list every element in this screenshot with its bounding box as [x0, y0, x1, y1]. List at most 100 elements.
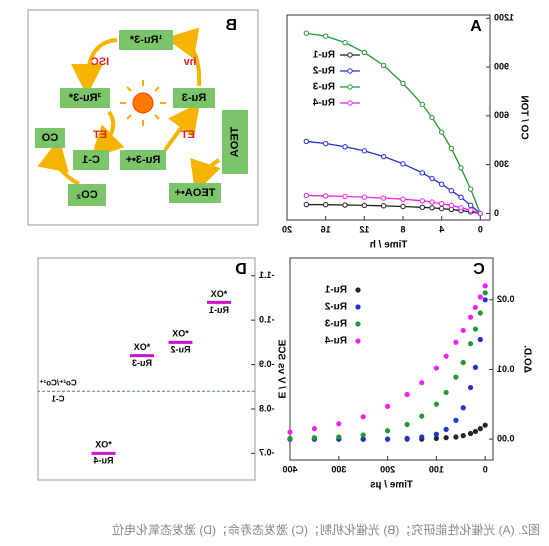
point [458, 194, 464, 200]
point [453, 417, 459, 423]
node-label: Ru-3•+ [126, 154, 161, 166]
point [342, 39, 348, 46]
point [384, 403, 391, 409]
point [472, 364, 479, 370]
point [380, 62, 387, 69]
point [477, 426, 483, 432]
point [467, 202, 474, 209]
y-axis-label: CO / TON [518, 95, 529, 139]
node-label: TEOA•+ [175, 187, 216, 199]
legend-marker [347, 100, 353, 106]
node-box [173, 88, 215, 108]
point [380, 195, 387, 201]
point [467, 430, 474, 437]
plot-frame [37, 257, 256, 481]
point [361, 202, 368, 209]
point [429, 114, 435, 121]
x-tick-label: 400 [282, 464, 297, 474]
legend-marker [355, 304, 361, 310]
point [438, 129, 445, 135]
point [360, 432, 366, 438]
point [460, 327, 466, 334]
point [400, 196, 406, 202]
point [322, 140, 329, 147]
point [438, 181, 445, 187]
point [311, 435, 317, 441]
node-label: C-1 [82, 154, 100, 166]
point [467, 384, 474, 391]
node-box [73, 150, 109, 170]
point [448, 188, 455, 194]
point [404, 391, 410, 398]
node-box [169, 183, 221, 203]
point [419, 380, 425, 386]
point [443, 389, 449, 396]
point [342, 144, 348, 150]
point [361, 148, 368, 154]
point [429, 199, 435, 205]
point [482, 283, 488, 289]
node-box [60, 88, 110, 108]
point [460, 359, 466, 366]
legend-label: Ru-4 [312, 98, 335, 109]
reference-label: Co²⁺/Co¹⁺ [39, 378, 76, 387]
legend-label: Ru-3 [324, 319, 347, 330]
point [429, 205, 435, 211]
point [467, 207, 474, 213]
legend-label: Ru-3 [312, 82, 335, 93]
point [336, 434, 342, 440]
panel-label: D [235, 261, 247, 278]
level-label: *OX [95, 440, 112, 450]
series-line [306, 140, 481, 214]
point [453, 339, 459, 345]
y-axis-label: ΔO.D. [521, 345, 532, 373]
level-label: *OX [172, 329, 189, 339]
panel-label: B [225, 17, 237, 34]
x-tick-label: 200 [380, 464, 395, 474]
legend-marker [347, 52, 353, 58]
level-label: *OX [134, 342, 151, 352]
node-label: CO₂ [76, 189, 98, 201]
point [460, 433, 466, 439]
point [477, 310, 483, 316]
point [400, 203, 406, 210]
node-label: TEOA [229, 127, 241, 158]
edge-label: ET [93, 129, 107, 141]
point [419, 101, 426, 108]
point [419, 198, 426, 204]
point [438, 201, 445, 207]
point [433, 431, 439, 437]
level-name: Ru-4 [94, 456, 114, 466]
point [443, 426, 449, 432]
point [311, 426, 317, 432]
edge-label: hv [183, 56, 197, 68]
legend-label: Ru-1 [324, 285, 347, 296]
point [419, 413, 425, 419]
x-tick-label: 100 [429, 464, 444, 474]
point [477, 294, 483, 300]
point [303, 201, 310, 208]
point [287, 429, 293, 435]
y-tick-label: -0.9 [259, 359, 275, 369]
point [433, 435, 439, 442]
point [460, 405, 466, 411]
x-tick-label: 300 [331, 464, 346, 474]
point [472, 428, 479, 435]
arrows [37, 27, 221, 194]
y-tick-label: 0.02 [497, 294, 515, 304]
point [482, 297, 488, 303]
x-axis-label: Time / h [370, 240, 408, 251]
legend-label: Ru-1 [312, 50, 335, 61]
point [380, 153, 387, 160]
x-tick-label: 12 [359, 224, 369, 234]
point [419, 434, 425, 440]
point [458, 205, 464, 211]
x-tick-label: 0 [478, 224, 483, 234]
sun [120, 80, 166, 126]
node-box [119, 30, 173, 50]
point [400, 80, 406, 87]
node-box [222, 110, 248, 174]
y-tick-label: 600 [494, 110, 509, 120]
panel-label: C [473, 261, 485, 278]
